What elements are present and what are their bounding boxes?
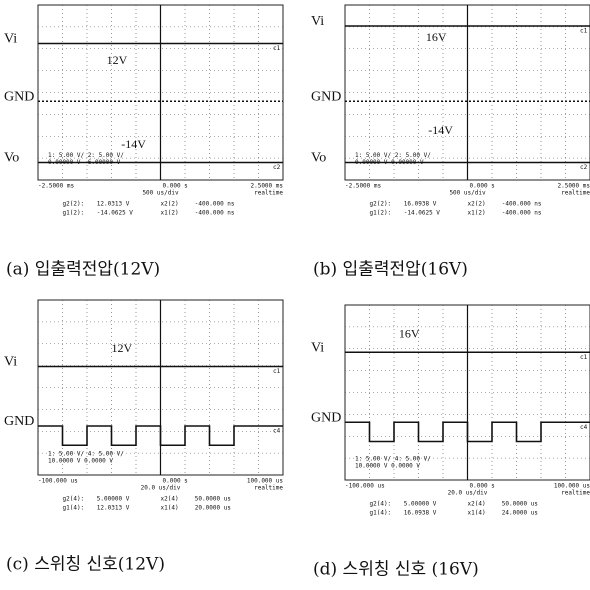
time-mode: realtime xyxy=(254,485,283,492)
time-scale: 20.0 us/div xyxy=(448,490,488,497)
channel-readout: 10.0000 V 0.0000 V xyxy=(48,458,113,465)
measurement: -400.000 ns xyxy=(195,201,235,208)
time-center: 0.000 s xyxy=(163,183,189,190)
measurement: 12.0313 V xyxy=(97,201,130,208)
channel-marker: c1 xyxy=(273,45,281,52)
signal-label: Vi xyxy=(4,32,17,47)
measurement: -14.0625 V xyxy=(404,210,441,217)
channel-readout: 1: 5.00 V/ 2: 5.00 V/ xyxy=(48,152,124,159)
signal-label: GND xyxy=(4,89,34,104)
annotation: 12V xyxy=(112,341,133,355)
caption: (c) 스위칭 신호(12V) xyxy=(6,555,165,575)
caption: (b) 입출력전압(16V) xyxy=(313,260,468,280)
channel-readout: 1: 5.00 V/ 2: 5.00 V/ xyxy=(355,152,431,159)
annotation: -14V xyxy=(121,137,146,151)
time-center: 0.000 s xyxy=(163,478,189,485)
channel-readout: 10.0000 V 0.0000 V xyxy=(355,463,420,470)
measurement: x2(4) xyxy=(161,496,179,503)
measurement: x1(2) xyxy=(468,210,486,217)
time-scale: 500 us/div xyxy=(142,190,179,197)
figure: Vi GND Vo 12V -14V c1 c2 1: 5.00 V/ 2: 5.00 V/0… xyxy=(0,0,590,590)
scope-panel: Vi GND Vo 12V -14V c1 c2 1: 5.00 V/ 2: 5.00 V/0… xyxy=(4,5,283,280)
annotation: -14V xyxy=(428,123,453,137)
time-right: 100.000 us xyxy=(247,478,284,485)
annotation: 16V xyxy=(426,30,447,44)
scope-panel: Vi GND 12V c1 c4 1: 5.00 V/ 4: 5.00 V/10.0000… xyxy=(4,300,283,575)
time-right: 100.000 us xyxy=(554,483,590,490)
channel-readout: 1: 5.00 V/ 4: 5.00 V/ xyxy=(355,456,431,463)
measurement: g1(4): xyxy=(63,505,85,512)
measurement: 50.0000 us xyxy=(195,496,232,503)
channel-readout: 0.00000 V -6.00000 V xyxy=(48,159,121,166)
signal-label: Vi xyxy=(311,14,324,29)
measurement: g1(4): xyxy=(370,510,392,517)
annotation: 16V xyxy=(399,327,420,341)
measurement: -14.0625 V xyxy=(97,210,134,217)
measurement: -400.000 ns xyxy=(195,210,235,217)
signal-label: Vi xyxy=(311,340,324,355)
time-mode: realtime xyxy=(254,190,283,197)
signal-label: Vo xyxy=(311,151,326,166)
measurement: 24.0000 us xyxy=(502,510,539,517)
measurement: g2(2): xyxy=(63,201,85,208)
measurement: 16.0938 V xyxy=(404,201,437,208)
time-center: 0.000 s xyxy=(470,183,496,190)
measurement: g1(2): xyxy=(63,210,85,217)
scope-panel: Vi GND 16V c1 c4 1: 5.00 V/ 4: 5.00 V/10.0000… xyxy=(311,305,590,580)
time-mode: realtime xyxy=(561,190,590,197)
signal-label: GND xyxy=(4,414,34,429)
measurement: 5.00000 V xyxy=(97,496,130,503)
measurement: g2(4): xyxy=(370,501,392,508)
measurement: g1(2): xyxy=(370,210,392,217)
measurement: 50.0000 us xyxy=(502,501,539,508)
time-mode: realtime xyxy=(561,490,590,497)
time-left: -100.000 us xyxy=(38,478,78,485)
channel-marker: c1 xyxy=(580,354,588,361)
measurement: g2(4): xyxy=(63,496,85,503)
channel-readout: 0.00000 V 0.00000 V xyxy=(355,159,424,166)
signal-label: Vo xyxy=(4,151,19,166)
time-right: 2.5000 ms xyxy=(250,183,283,190)
channel-marker: c2 xyxy=(273,164,281,171)
channel-marker: c1 xyxy=(580,28,588,35)
time-left: -2.5000 ms xyxy=(345,183,382,190)
time-scale: 20.0 us/div xyxy=(141,485,181,492)
measurement: x1(2) xyxy=(161,210,179,217)
measurement: g2(2): xyxy=(370,201,392,208)
measurement: 12.0313 V xyxy=(97,505,130,512)
measurement: -400.000 ns xyxy=(502,210,542,217)
annotation: 12V xyxy=(107,53,128,67)
measurement: x1(4) xyxy=(161,505,179,512)
measurement: -400.000 ns xyxy=(502,201,542,208)
signal-label: Vi xyxy=(4,355,17,370)
time-right: 2.5000 ms xyxy=(557,183,590,190)
signal-label: GND xyxy=(311,89,341,104)
channel-marker: c1 xyxy=(273,368,281,375)
channel-marker: c2 xyxy=(580,164,588,171)
time-left: -100.000 us xyxy=(345,483,385,490)
caption: (a) 입출력전압(12V) xyxy=(6,260,160,280)
measurement: x1(4) xyxy=(468,510,486,517)
measurement: x2(2) xyxy=(468,201,486,208)
channel-marker: c4 xyxy=(580,424,588,431)
time-left: -2.5000 ms xyxy=(38,183,75,190)
caption: (d) 스위칭 신호 (16V) xyxy=(313,560,479,580)
signal-label: GND xyxy=(311,410,341,425)
scope-panel: Vi GND Vo 16V -14V c1 c2 1: 5.00 V/ 2: 5.00 V/0… xyxy=(311,5,590,280)
measurement: 20.0000 us xyxy=(195,505,232,512)
measurement: x2(2) xyxy=(161,201,179,208)
measurement: 16.0938 V xyxy=(404,510,437,517)
time-scale: 500 us/div xyxy=(449,190,486,197)
channel-marker: c4 xyxy=(273,428,281,435)
measurement: 5.00000 V xyxy=(404,501,437,508)
measurement: x2(4) xyxy=(468,501,486,508)
channel-readout: 1: 5.00 V/ 4: 5.00 V/ xyxy=(48,451,124,458)
time-center: 0.000 s xyxy=(470,483,496,490)
